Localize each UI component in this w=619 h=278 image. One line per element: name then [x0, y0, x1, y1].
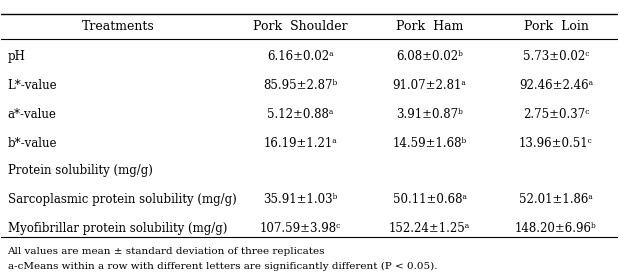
Text: 35.91±1.03ᵇ: 35.91±1.03ᵇ: [263, 193, 337, 206]
Text: 50.11±0.68ᵃ: 50.11±0.68ᵃ: [392, 193, 467, 206]
Text: 2.75±0.37ᶜ: 2.75±0.37ᶜ: [523, 108, 589, 121]
Text: 107.59±3.98ᶜ: 107.59±3.98ᶜ: [259, 222, 341, 235]
Text: 85.95±2.87ᵇ: 85.95±2.87ᵇ: [263, 79, 337, 92]
Text: b*-value: b*-value: [7, 136, 57, 150]
Text: Myofibrillar protein solubility (mg/g): Myofibrillar protein solubility (mg/g): [7, 222, 227, 235]
Text: a-cMeans within a row with different letters are significantly different (P < 0.: a-cMeans within a row with different let…: [7, 262, 437, 271]
Text: 52.01±1.86ᵃ: 52.01±1.86ᵃ: [519, 193, 593, 206]
Text: a*-value: a*-value: [7, 108, 56, 121]
Text: 148.20±6.96ᵇ: 148.20±6.96ᵇ: [515, 222, 597, 235]
Text: 6.16±0.02ᵃ: 6.16±0.02ᵃ: [267, 50, 334, 63]
Text: All values are mean ± standard deviation of three replicates: All values are mean ± standard deviation…: [7, 247, 325, 255]
Text: 5.12±0.88ᵃ: 5.12±0.88ᵃ: [267, 108, 334, 121]
Text: 3.91±0.87ᵇ: 3.91±0.87ᵇ: [396, 108, 463, 121]
Text: 6.08±0.02ᵇ: 6.08±0.02ᵇ: [396, 50, 463, 63]
Text: Pork  Loin: Pork Loin: [524, 20, 589, 33]
Text: Pork  Shoulder: Pork Shoulder: [253, 20, 348, 33]
Text: 92.46±2.46ᵃ: 92.46±2.46ᵃ: [519, 79, 593, 92]
Text: Sarcoplasmic protein solubility (mg/g): Sarcoplasmic protein solubility (mg/g): [7, 193, 236, 206]
Text: L*-value: L*-value: [7, 79, 57, 92]
Text: 152.24±1.25ᵃ: 152.24±1.25ᵃ: [389, 222, 470, 235]
Text: pH: pH: [7, 50, 25, 63]
Text: 5.73±0.02ᶜ: 5.73±0.02ᶜ: [523, 50, 589, 63]
Text: Pork  Ham: Pork Ham: [396, 20, 464, 33]
Text: 13.96±0.51ᶜ: 13.96±0.51ᶜ: [519, 136, 593, 150]
Text: 14.59±1.68ᵇ: 14.59±1.68ᵇ: [392, 136, 467, 150]
Text: Treatments: Treatments: [82, 20, 155, 33]
Text: 16.19±1.21ᵃ: 16.19±1.21ᵃ: [263, 136, 337, 150]
Text: 91.07±2.81ᵃ: 91.07±2.81ᵃ: [392, 79, 467, 92]
Text: Protein solubility (mg/g): Protein solubility (mg/g): [7, 164, 152, 177]
